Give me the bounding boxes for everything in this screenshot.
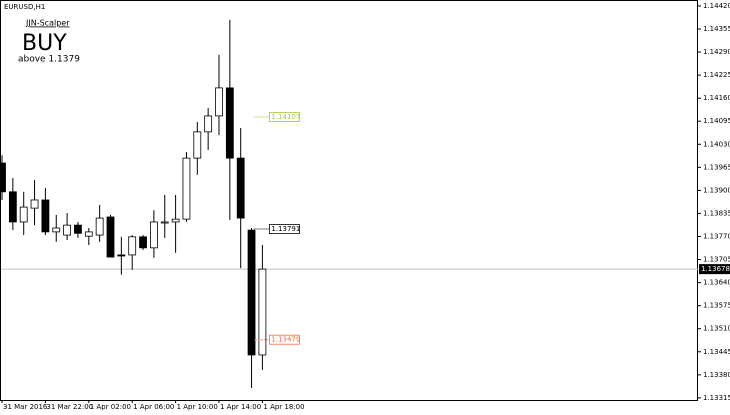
candle-body	[106, 216, 115, 258]
candle-body	[182, 157, 191, 220]
level-box	[268, 224, 300, 234]
y-tick-label: 1.13835	[703, 209, 730, 217]
x-tick-label: 1 Apr 18:00	[263, 403, 304, 411]
level-label: 1.14107	[271, 113, 300, 121]
x-tick-label: 1 Apr 10:00	[177, 403, 218, 411]
level-label: 1.13791	[271, 225, 300, 233]
x-tick-label: 1 Apr 06:00	[133, 403, 174, 411]
current-price-label: 1.13678	[701, 265, 730, 273]
candle-body	[215, 87, 223, 117]
level-box	[268, 334, 300, 345]
y-tick-label: 1.14420	[703, 2, 730, 10]
candle-body	[160, 221, 169, 224]
y-tick-label: 1.14160	[703, 94, 730, 102]
candle-body	[74, 224, 82, 234]
candle-body	[84, 231, 93, 237]
y-tick-label: 1.13315	[703, 394, 730, 402]
candle-body	[95, 217, 104, 236]
candle-body	[30, 199, 39, 209]
candle-body	[128, 236, 137, 256]
signal-note: above 1.1379	[18, 55, 80, 65]
signal: BUY	[22, 31, 67, 56]
candle-body	[193, 131, 202, 159]
y-tick-label: 1.13770	[703, 232, 730, 240]
y-tick-label: 1.14355	[703, 25, 730, 33]
current-price-box	[699, 264, 730, 275]
level-label: 1.13479	[271, 336, 300, 344]
candle-body	[8, 191, 17, 223]
candle-body	[149, 221, 158, 249]
candle-body	[117, 254, 126, 257]
candle-body	[171, 218, 180, 223]
x-tick-label: 31 Mar 22:00	[46, 403, 93, 411]
x-tick-label: 31 Mar 2016	[3, 403, 48, 411]
candle-body	[19, 206, 28, 223]
candle-body	[225, 87, 234, 159]
y-tick-label: 1.14225	[703, 71, 730, 79]
y-tick-label: 1.13380	[703, 371, 730, 379]
y-tick-label: 1.13965	[703, 163, 730, 171]
indicator-name: JJN-Scalper	[25, 19, 70, 28]
candle-body	[236, 157, 245, 219]
y-tick-label: 1.14030	[703, 140, 730, 148]
level-box	[268, 112, 300, 122]
candle-body	[0, 162, 6, 193]
plot-frame	[0, 0, 698, 401]
y-tick-label: 1.13510	[703, 325, 730, 333]
candle-body	[247, 229, 256, 356]
x-tick-label: 1 Apr 14:00	[220, 403, 261, 411]
y-tick-label: 1.13640	[703, 279, 730, 287]
candle-body	[52, 227, 61, 233]
y-tick-label: 1.14095	[703, 117, 730, 125]
y-tick-label: 1.13705	[703, 256, 730, 264]
candle-body	[258, 268, 267, 356]
candle-body	[63, 224, 71, 236]
y-tick-label: 1.14290	[703, 48, 730, 56]
x-tick-label: 1 Apr 02:00	[90, 403, 131, 411]
candle-body	[41, 199, 50, 233]
y-tick-label: 1.13445	[703, 348, 730, 356]
chart-title: EURUSD,H1	[4, 3, 45, 11]
y-tick-label: 1.13900	[703, 186, 730, 194]
y-tick-label: 1.13575	[703, 302, 730, 310]
candle-body	[204, 115, 213, 133]
candle-body	[139, 236, 147, 249]
